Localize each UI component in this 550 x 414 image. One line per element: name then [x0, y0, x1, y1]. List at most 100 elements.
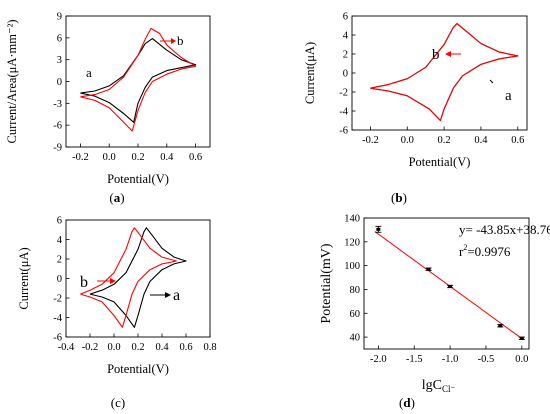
x-tick-label-b: 0.4 [474, 135, 488, 146]
arrow-head-a-b [171, 38, 176, 44]
x-tick-label-a: 0.2 [131, 152, 144, 163]
plot-frame-b [351, 15, 528, 131]
y-axis-title-b: Current(μA) [303, 42, 317, 104]
x-axis-title-b: Potential(V) [409, 155, 471, 169]
panel-b-caption: (b) [391, 190, 407, 205]
x-tick-label-b: 0.0 [401, 135, 414, 146]
cv-curve-a-b [80, 27, 197, 132]
cv-curve-b-a [370, 23, 519, 122]
r2-d: r2=0.9976 [459, 243, 511, 259]
curve-label-a-b: b [177, 33, 184, 48]
x-axis-title-d: lgCCl⁻ [422, 378, 456, 394]
curve-label-a-a: a [86, 65, 92, 80]
data-point-d [519, 336, 524, 340]
y-tick-label-d: 140 [344, 214, 360, 225]
x-tick-label-b: -0.2 [362, 135, 379, 146]
y-tick-label-b: -6 [339, 126, 348, 137]
cv-curve-c-b [80, 227, 177, 328]
plot-frame-a [65, 15, 211, 148]
panel-d: -2.0 -1.5 -1.0 -0.5 0.0 40 60 80 100 120 140 lgCCl⁻… [275, 207, 550, 414]
x-tick-label-a: 0.4 [160, 152, 174, 163]
x-tick-label-d: -1.5 [406, 354, 423, 365]
chart-d: -2.0 -1.5 -1.0 -0.5 0.0 40 60 80 100 120 140 lgCCl⁻… [319, 214, 550, 395]
x-tick-label-d: -2.0 [370, 354, 387, 365]
y-tick-label-c: 6 [57, 216, 62, 227]
y-tick-label-b: -2 [339, 88, 348, 99]
x-axis-title-c: Potential(V) [107, 362, 169, 376]
x-tick-label-d: -1.0 [442, 354, 459, 365]
y-axis-title-c: Current(μA) [17, 247, 31, 309]
y-axis-title-a: Current/Area(μA·mm⁻²) [5, 20, 19, 144]
equation-d: y= -43.85x+38.76 [459, 222, 550, 237]
y-tick-label-b: 0 [343, 69, 348, 80]
leader-b-a [489, 79, 494, 84]
chart-b: -0.2 0.0 0.2 0.4 0.6 -6 -4 -2 0 2 4 6 Potential(V) Cu… [303, 12, 528, 169]
data-point-d [376, 227, 381, 231]
y-tick-label-b: 4 [343, 31, 349, 42]
data-point-d [426, 267, 431, 271]
curve-label-b-b: b [432, 47, 440, 63]
curve-label-b-a: a [505, 88, 512, 104]
x-tick-label-c: 0.2 [131, 342, 144, 353]
x-tick-label-c: -0.2 [82, 342, 99, 353]
chart-c: -0.4 -0.2 0.0 0.2 0.4 0.6 0.8 -6 -4 -2 0 2 4 6 Potenti… [17, 216, 217, 377]
y-tick-label-d: 60 [350, 309, 361, 320]
x-tick-label-a: 0.0 [103, 152, 116, 163]
y-tick-label-b: 2 [343, 50, 348, 61]
panel-a: -0.2 0.0 0.2 0.4 0.6 -9 -6 -3 0 3 6 9 Potential(V) Cu… [0, 0, 275, 207]
arrow-head-c-a [165, 292, 171, 298]
x-tick-label-b: 0.2 [438, 135, 451, 146]
data-point-d [498, 324, 503, 328]
panel-c-caption-letter: c [115, 395, 121, 410]
y-tick-label-b: -4 [339, 107, 348, 118]
curve-label-c-b: b [80, 274, 88, 291]
plot-frame-d [363, 217, 530, 350]
y-axis-title-d: Potential(mV) [319, 243, 334, 323]
x-tick-label-a: -0.2 [72, 152, 89, 163]
curve-label-c-a: a [173, 287, 180, 304]
cv-curve-b-b [370, 23, 519, 122]
x-tick-label-d: -0.5 [478, 354, 495, 365]
y-tick-label-c: 0 [57, 274, 62, 285]
panel-d-caption-letter: d [403, 395, 411, 410]
y-tick-label-c: -2 [53, 294, 62, 305]
x-tick-label-c: 0.0 [107, 342, 120, 353]
x-tick-label-c: 0.8 [203, 342, 216, 353]
x-tick-label-c: 0.4 [155, 342, 169, 353]
y-tick-label-a: 9 [57, 12, 62, 23]
y-tick-label-c: 4 [57, 235, 63, 246]
arrow-head-b-b [445, 51, 451, 57]
y-tick-label-b: 6 [343, 12, 348, 23]
x-tick-label-c: 0.6 [179, 342, 192, 353]
y-tick-label-c: -6 [53, 333, 62, 344]
y-tick-label-d: 40 [350, 333, 361, 344]
x-tick-label-b: 0.6 [511, 135, 524, 146]
y-tick-label-d: 120 [344, 237, 360, 248]
arrow-head-c-b [110, 278, 116, 284]
y-tick-label-c: 2 [57, 255, 62, 266]
x-tick-label-d: 0.0 [515, 354, 528, 365]
y-tick-label-d: 80 [350, 285, 361, 296]
panel-a-caption: (a) [109, 190, 125, 205]
x-tick-label-a: 0.6 [189, 152, 202, 163]
y-tick-label-c: -4 [53, 313, 62, 324]
x-axis-title-a: Potential(V) [107, 172, 169, 186]
panel-d-caption: (d) [399, 395, 415, 410]
y-tick-label-a: 0 [57, 77, 62, 88]
y-tick-label-a: 6 [57, 33, 62, 44]
panel-c: -0.4 -0.2 0.0 0.2 0.4 0.6 0.8 -6 -4 -2 0 2 4 6 Potenti… [0, 207, 275, 414]
chart-a: -0.2 0.0 0.2 0.4 0.6 -9 -6 -3 0 3 6 9 Potential(V) Cu… [5, 12, 211, 186]
data-point-d [448, 284, 453, 288]
panel-b-caption-letter: b [395, 190, 403, 205]
panel-a-caption-letter: a [113, 190, 121, 205]
y-tick-label-a: 3 [57, 55, 62, 66]
panel-b: -0.2 0.0 0.2 0.4 0.6 -6 -4 -2 0 2 4 6 Potential(V) Cu… [275, 0, 550, 207]
y-tick-label-a: -3 [53, 99, 62, 110]
y-tick-label-d: 100 [344, 261, 360, 272]
y-tick-label-a: -9 [53, 143, 62, 154]
panel-c-caption: (c) [110, 395, 126, 410]
cv-curve-c-a [89, 227, 187, 328]
y-tick-label-a: -6 [53, 121, 62, 132]
x-tick-label-c: -0.4 [58, 342, 75, 353]
cv-curve-a-a [80, 38, 197, 123]
